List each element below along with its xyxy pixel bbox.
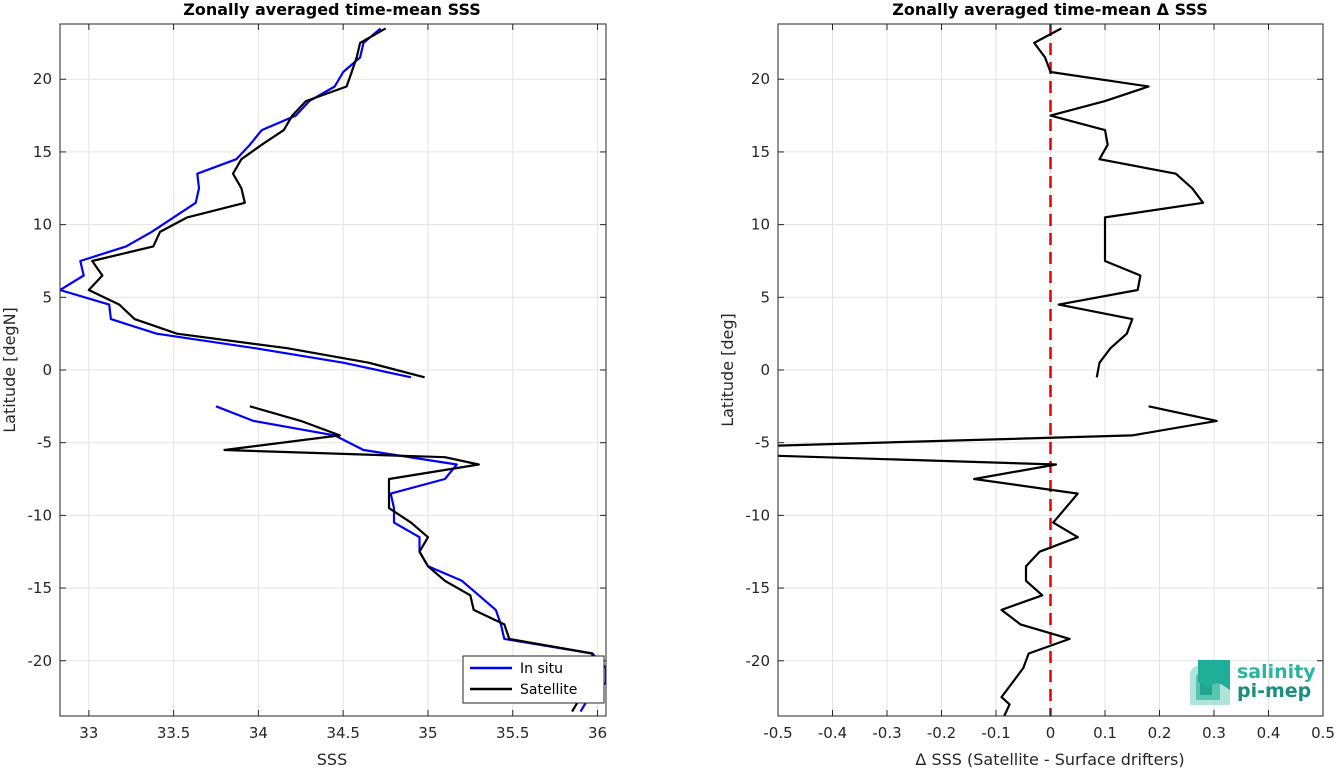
right-chart-title: Zonally averaged time-mean Δ SSS <box>892 0 1208 19</box>
right-y-tick-label: -5 <box>755 434 770 452</box>
sss-panel: 33 33.5 34 34.5 35 35.5 36 20 15 10 5 0 -5 -10 -15 -20 <box>28 23 607 742</box>
left-y-tick-label: -10 <box>28 506 53 524</box>
left-series-line-satellite <box>87 27 425 379</box>
right-x-tick-label: -0.3 <box>872 724 901 742</box>
left-y-tick-label: -15 <box>28 579 53 597</box>
left-y-axis-label: Latitude [degN] <box>0 307 19 433</box>
right-x-tick-label: 0.3 <box>1202 724 1226 742</box>
left-x-tick-label: 35.5 <box>496 724 529 742</box>
right-x-tick-label: -0.4 <box>818 724 847 742</box>
right-y-tick-label: 10 <box>751 216 770 234</box>
left-y-tick-label: 5 <box>42 288 52 306</box>
left-y-tick-label: -5 <box>37 434 52 452</box>
right-x-tick-label: 0.4 <box>1257 724 1281 742</box>
right-y-tick-label: 0 <box>760 361 770 379</box>
right-x-tick-label: 0.1 <box>1093 724 1117 742</box>
right-y-tick-label: -15 <box>746 579 771 597</box>
legend: In situ Satellite <box>462 655 605 704</box>
right-x-tick-label: 0 <box>1046 724 1056 742</box>
left-x-tick-label: 34.5 <box>326 724 359 742</box>
right-series-line-delta-sss <box>778 405 1218 447</box>
right-y-tick-label: 5 <box>760 288 770 306</box>
left-y-tick-label: 15 <box>33 143 52 161</box>
right-x-axis-label: Δ SSS (Satellite - Surface drifters) <box>915 750 1184 769</box>
legend-box <box>462 655 605 704</box>
left-y-tick-label: 20 <box>33 70 52 88</box>
left-y-tick-label: 10 <box>33 216 52 234</box>
logo-text-pi-mep: pi-mep <box>1237 680 1311 702</box>
right-y-tick-label: 15 <box>751 143 770 161</box>
salinity-pi-mep-logo: salinity pi-mep <box>1190 660 1316 705</box>
right-series-group <box>778 27 1218 716</box>
left-y-tick-label: 0 <box>42 361 52 379</box>
left-chart-title: Zonally averaged time-mean SSS <box>183 0 481 19</box>
left-x-tick-label: 33 <box>79 724 98 742</box>
right-y-tick-label: -10 <box>746 506 771 524</box>
right-x-tick-label: -0.5 <box>763 724 792 742</box>
left-series-line-in-situ <box>60 27 412 379</box>
delta-sss-panel: -0.5 -0.4 -0.3 -0.2 -0.1 0 0.1 0.2 0.3 0.4 0.5 20 15… <box>746 23 1335 742</box>
right-y-tick-label: -20 <box>746 652 771 670</box>
legend-label-in-situ: In situ <box>520 661 563 677</box>
right-x-tick-label: 0.5 <box>1311 724 1335 742</box>
left-y-tick-label: -20 <box>28 652 53 670</box>
logo-text-salinity: salinity <box>1237 661 1316 683</box>
legend-label-satellite: Satellite <box>520 682 577 698</box>
right-x-tick-label: -0.2 <box>927 724 956 742</box>
left-x-axis-label: SSS <box>317 750 347 769</box>
left-x-tick-label: 35 <box>418 724 437 742</box>
left-x-tick-label: 34 <box>249 724 268 742</box>
right-series-line-delta-sss <box>1033 27 1205 378</box>
left-x-tick-label: 33.5 <box>157 724 190 742</box>
right-y-axis-label: Latitude [deg] <box>718 313 737 427</box>
right-x-tick-label: 0.2 <box>1148 724 1172 742</box>
left-x-tick-label: 36 <box>588 724 607 742</box>
logo-wave-icon <box>1190 660 1230 705</box>
right-series-line-delta-sss <box>778 454 1079 716</box>
right-x-tick-label: -0.1 <box>981 724 1010 742</box>
right-y-tick-label: 20 <box>751 70 770 88</box>
